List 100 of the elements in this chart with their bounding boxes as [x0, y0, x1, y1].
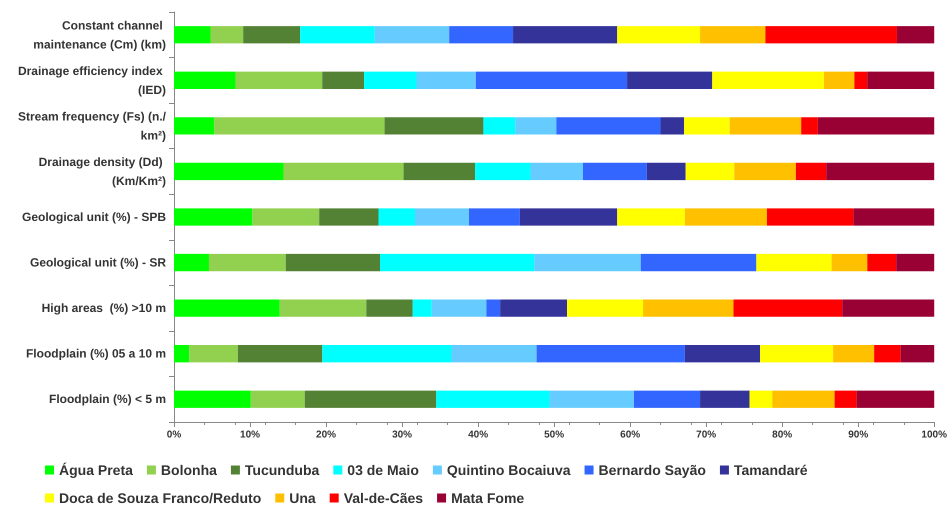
bar — [834, 390, 857, 408]
bar — [174, 345, 190, 362]
legend-label: Quintino Bocaiuva — [446, 462, 571, 478]
bar — [854, 72, 868, 89]
y-tick-label: Stream frequency (Fs) (n./km²) — [18, 109, 167, 142]
bar — [468, 208, 520, 226]
bar — [660, 117, 684, 135]
bar — [801, 117, 818, 135]
bar — [854, 208, 934, 226]
bar — [874, 345, 901, 362]
bar — [475, 162, 531, 180]
bar — [842, 299, 934, 317]
y-tick-label: Constant channel maintenance (Cm) (km) — [33, 18, 166, 52]
bar — [556, 117, 661, 135]
bar — [483, 117, 516, 135]
bar — [214, 117, 385, 135]
legend-label: Tucunduba — [244, 462, 320, 478]
bar — [414, 208, 469, 226]
legend-label: Mata Fome — [451, 490, 524, 506]
bar — [646, 162, 686, 180]
bar — [210, 26, 244, 44]
bar — [174, 117, 214, 135]
bar — [380, 254, 534, 272]
bar — [684, 345, 760, 362]
x-tick-label: 60% — [620, 430, 640, 440]
bar — [319, 208, 378, 226]
bar — [283, 162, 404, 180]
bar — [634, 390, 700, 408]
bar — [734, 162, 796, 180]
legend-label: Bolonha — [160, 462, 218, 478]
x-tick-label: 0% — [166, 430, 182, 440]
x-tick-label: 20% — [316, 430, 336, 440]
bar — [582, 162, 647, 180]
bar — [749, 390, 772, 408]
y-tick-label: Floodplain (%) 05 a 10 m — [26, 346, 166, 361]
bar — [567, 299, 644, 317]
bar — [534, 254, 641, 272]
bar — [412, 299, 432, 317]
bar — [238, 345, 322, 362]
bar — [236, 72, 322, 89]
bar — [280, 299, 366, 317]
bar — [818, 117, 934, 135]
bar — [208, 254, 286, 272]
legend-label: Água Preta — [59, 462, 134, 478]
bar — [476, 72, 628, 89]
bar — [174, 26, 210, 44]
bar — [250, 390, 305, 408]
bar — [700, 26, 766, 44]
bar — [304, 390, 436, 408]
bar — [700, 390, 750, 408]
bar — [832, 254, 868, 272]
bar — [174, 299, 280, 317]
y-tick-label: Drainage efficiency index (IED) — [18, 64, 166, 97]
bar — [432, 299, 486, 317]
bar — [451, 345, 537, 362]
bar — [404, 162, 476, 180]
x-tick-label: 50% — [544, 430, 564, 440]
x-tick-label: 70% — [696, 430, 716, 440]
bar — [364, 72, 417, 89]
bar — [856, 390, 934, 408]
bar — [760, 345, 834, 362]
bar — [174, 72, 236, 89]
legend-label: Una — [289, 490, 316, 506]
bar — [515, 117, 556, 135]
bar — [174, 254, 209, 272]
bar — [189, 345, 238, 362]
bar — [374, 26, 450, 44]
bar — [627, 72, 712, 89]
x-tick-label: 90% — [848, 430, 868, 440]
bar — [765, 26, 897, 44]
bar — [826, 162, 934, 180]
bar — [500, 299, 568, 317]
bar — [766, 208, 854, 226]
bar — [756, 254, 832, 272]
bar — [436, 390, 550, 408]
bar — [530, 162, 583, 180]
bar — [416, 72, 476, 89]
y-tick-label: Geological unit (%) - SPB — [22, 210, 166, 224]
x-tick-label: 40% — [468, 430, 488, 440]
bar — [643, 299, 734, 317]
y-tick-label: Floodplain (%) < 5 m — [48, 392, 166, 406]
y-tick-label: Geological unit (%) - SR — [30, 256, 166, 270]
bar — [867, 254, 896, 272]
x-tick-label: 10% — [240, 430, 260, 440]
bar — [174, 162, 284, 180]
bar — [449, 26, 514, 44]
bar — [252, 208, 320, 226]
bar — [520, 208, 618, 226]
bar — [378, 208, 415, 226]
bar — [867, 72, 934, 89]
bar — [513, 26, 618, 44]
legend-label: Doca de Souza Franco/Reduto — [59, 490, 262, 506]
bar — [796, 162, 826, 180]
y-tick-label: Drainage density (Dd) (Km/Km²) — [38, 154, 166, 188]
bar — [772, 390, 835, 408]
bar — [384, 117, 484, 135]
x-tick-label: 80% — [772, 430, 792, 440]
bar — [684, 208, 767, 226]
bar — [896, 254, 934, 272]
legend-label: 03 de Maio — [347, 462, 419, 478]
